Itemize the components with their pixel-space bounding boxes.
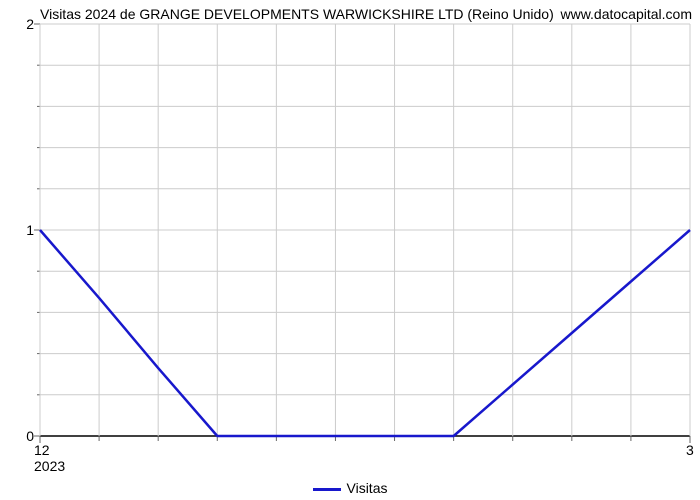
chart-svg (0, 0, 700, 500)
chart-container: Visitas 2024 de GRANGE DEVELOPMENTS WARW… (0, 0, 700, 500)
legend-label: Visitas (347, 480, 388, 496)
x-tick-label-left: 12 (34, 442, 50, 458)
legend: Visitas (0, 480, 700, 496)
watermark-text: www.datocapital.com (560, 6, 692, 22)
legend-swatch (313, 488, 341, 491)
x-tick-label-right: 3 (686, 442, 694, 458)
y-tick-label-0: 0 (10, 428, 34, 444)
series-line (40, 230, 690, 436)
x-year-label: 2023 (34, 458, 65, 474)
chart-title: Visitas 2024 de GRANGE DEVELOPMENTS WARW… (40, 6, 554, 22)
y-tick-label-2: 2 (10, 16, 34, 32)
y-tick-label-1: 1 (10, 222, 34, 238)
